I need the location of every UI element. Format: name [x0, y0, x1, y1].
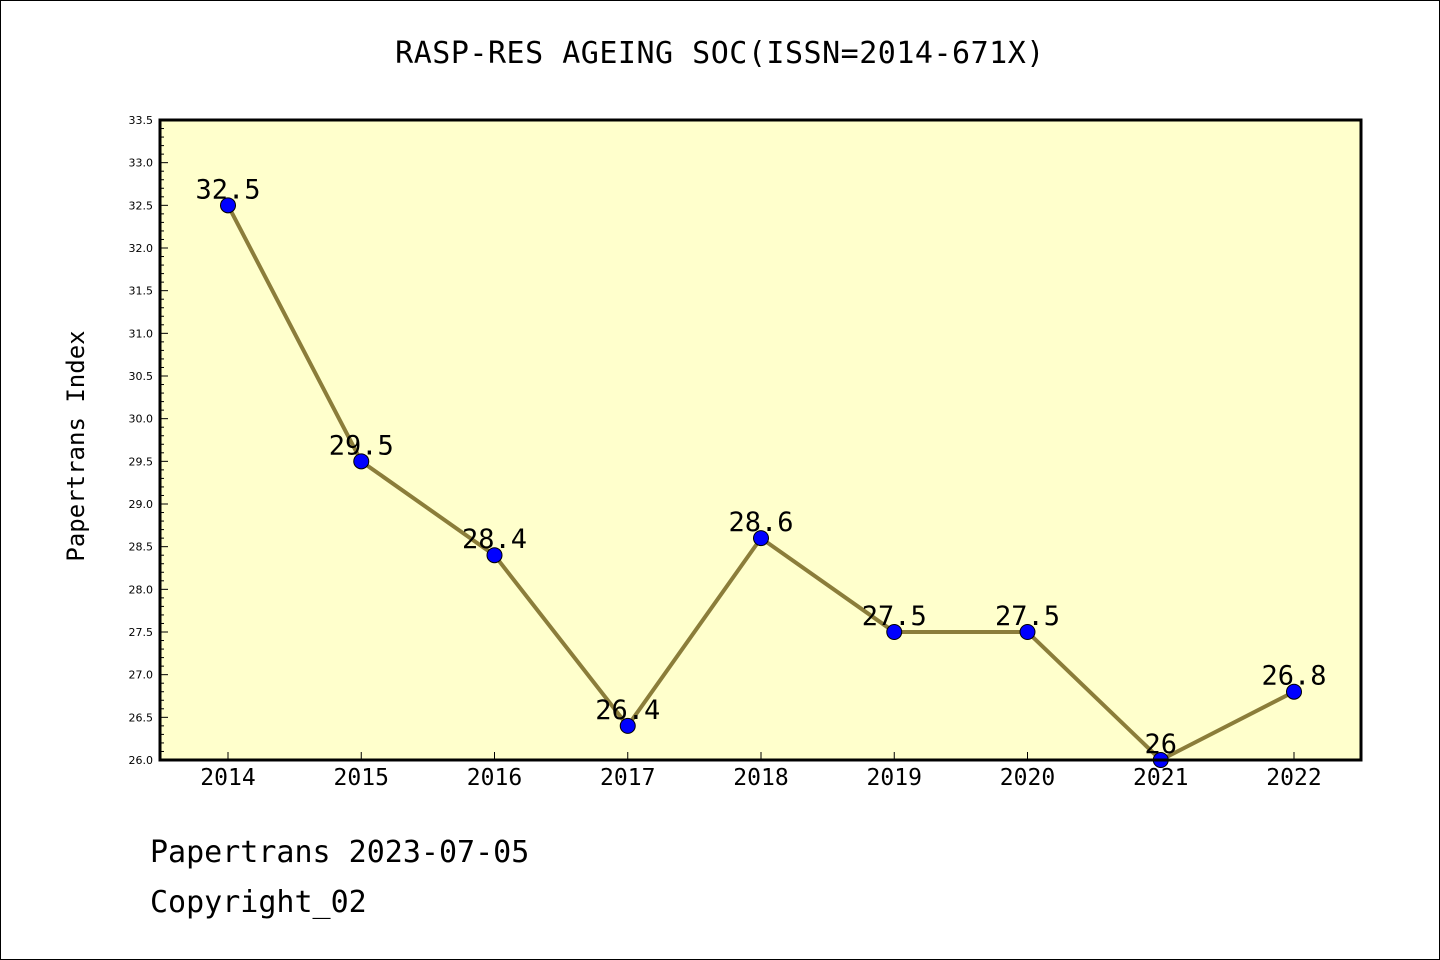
- data-point: [753, 530, 769, 547]
- data-label: 26: [1144, 729, 1177, 760]
- data-label: 26.4: [595, 695, 660, 726]
- data-labels: 32.5 29.5 28.4 26.4 28.6 27.5 27.5 26 26.8: [195, 174, 1326, 760]
- data-point: [353, 453, 370, 470]
- footer-date: Papertrans 2023-07-05: [150, 835, 530, 870]
- y-tick-label: 26.5: [129, 711, 154, 724]
- y-tick-label: 27.5: [129, 626, 154, 639]
- x-axis-ticks: 2014 2015 2016 2017 2018 2019 2020 2021 2022: [200, 752, 1322, 791]
- data-label: 32.5: [195, 174, 260, 205]
- y-tick-label: 26.0: [129, 754, 154, 767]
- data-label: 27.5: [862, 601, 927, 632]
- y-tick-label: 28.5: [129, 541, 154, 554]
- data-point: [619, 717, 636, 734]
- x-tick-label: 2022: [1266, 765, 1321, 791]
- y-tick-label: 30.5: [129, 370, 154, 383]
- x-tick-label: 2021: [1133, 765, 1188, 791]
- footer-copyright: Copyright_02: [150, 885, 367, 920]
- x-tick-label: 2020: [1000, 765, 1055, 791]
- y-tick-label: 27.0: [129, 669, 154, 682]
- x-tick-label: 2015: [334, 765, 389, 791]
- chart-title: RASP-RES AGEING SOC(ISSN=2014-671X): [395, 36, 1045, 71]
- y-tick-label: 31.5: [129, 285, 154, 298]
- y-tick-label: 31.0: [129, 327, 154, 340]
- y-tick-label: 33.0: [129, 157, 154, 170]
- data-label: 28.6: [728, 507, 793, 538]
- y-tick-label: 30.0: [129, 413, 154, 426]
- x-tick-label: 2019: [867, 765, 922, 791]
- plot-area: [160, 120, 1361, 760]
- y-tick-label: 28.0: [129, 583, 154, 596]
- x-tick-label: 2016: [467, 765, 522, 791]
- y-tick-label: 29.5: [129, 455, 154, 468]
- data-point: [486, 547, 503, 564]
- y-tick-label: 32.5: [129, 199, 154, 212]
- x-tick-label: 2017: [600, 765, 655, 791]
- plot-border: [158, 118, 1363, 762]
- data-label: 29.5: [329, 430, 394, 461]
- y-tick-label: 32.0: [129, 242, 154, 255]
- data-label: 26.8: [1261, 661, 1326, 692]
- y-tick-label: 29.0: [129, 498, 154, 511]
- data-label: 27.5: [995, 601, 1060, 632]
- x-tick-label: 2014: [200, 765, 255, 791]
- data-point: [886, 624, 903, 640]
- y-axis-ticks: 26.0 26.5 27.0 27.5 28.0 28.5 29.0 29.5 30.0 30.5…: [129, 114, 168, 767]
- data-label: 28.4: [462, 524, 527, 555]
- data-point: [1286, 683, 1302, 700]
- data-point: [220, 197, 236, 214]
- x-tick-label: 2018: [733, 765, 788, 791]
- data-point: [1019, 624, 1036, 640]
- y-tick-label: 33.5: [129, 114, 154, 127]
